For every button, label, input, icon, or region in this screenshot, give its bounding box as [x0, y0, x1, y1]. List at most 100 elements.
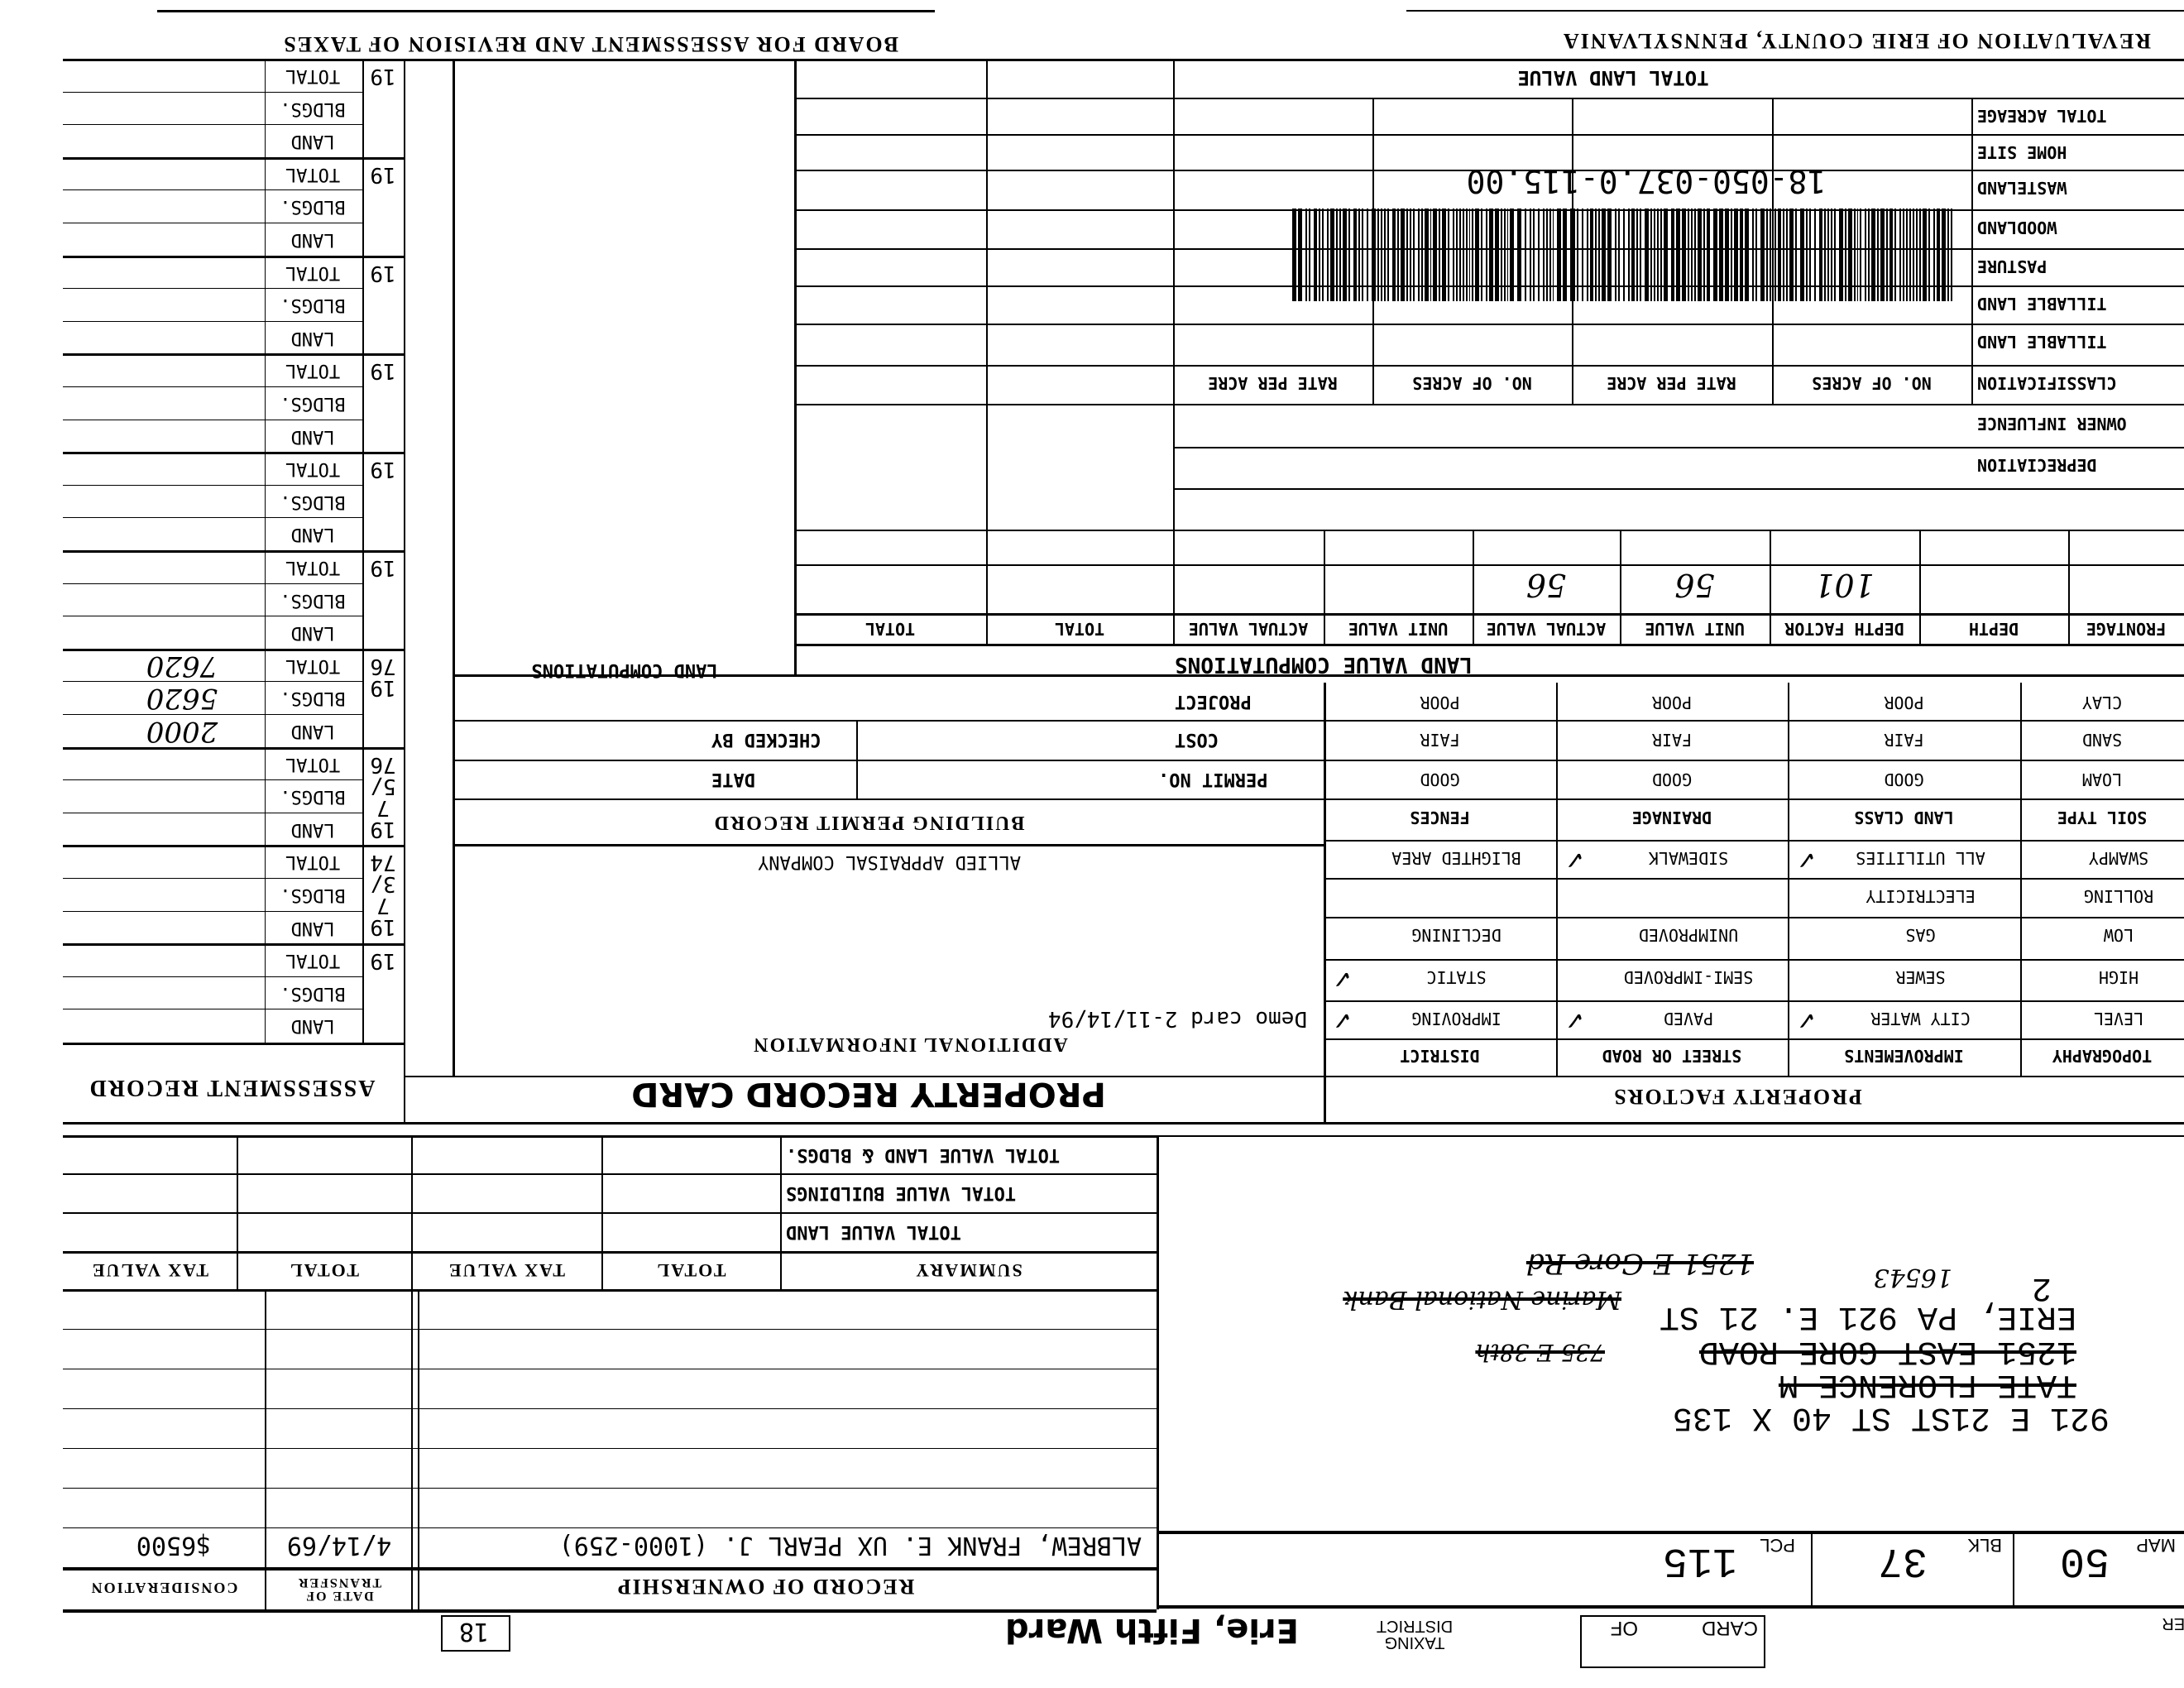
check-mark-icon: ✓	[1332, 1006, 1353, 1033]
barcode-bar	[1627, 209, 1630, 301]
summary-header: TAX VALUE	[90, 1260, 209, 1281]
rule	[1173, 488, 2184, 490]
rule	[794, 530, 796, 644]
rule	[1770, 530, 1771, 644]
assessment-total-label: TOTAL	[285, 262, 341, 283]
rule	[63, 681, 362, 682]
check-mark-icon: ✓	[1796, 846, 1818, 873]
land-class-row-label: TILLABLE LAND	[1977, 294, 2107, 314]
barcode-bar	[1420, 209, 1423, 301]
property-factor-option: CITY WATER	[1870, 1010, 1971, 1027]
barcode-bar	[1752, 209, 1755, 301]
assessment-bldgs-label: BLDGS.	[280, 196, 346, 217]
rule	[794, 170, 2184, 171]
land-class-row-label: TILLABLE LAND	[1977, 332, 2107, 352]
assessment-year: 19	[370, 261, 396, 285]
barcode-bar	[1339, 209, 1341, 301]
land-value-entry: 56	[1674, 567, 1715, 603]
rule	[1406, 10, 2184, 12]
rule	[63, 1408, 1157, 1409]
property-factor-option: ELECTRICITY	[1866, 888, 1976, 904]
additional-note: Demo card 2-11/14/94	[1047, 1006, 1307, 1031]
rule	[794, 134, 2184, 136]
barcode-bar	[1697, 209, 1702, 301]
rule	[63, 452, 404, 454]
barcode-bar	[1442, 209, 1447, 301]
rule	[63, 517, 362, 518]
barcode-bar	[1706, 209, 1711, 301]
barcode-bar	[1589, 209, 1594, 301]
barcode-bar	[1387, 209, 1389, 301]
barcode-bar	[1586, 209, 1588, 301]
barcode-bar	[1690, 209, 1693, 301]
barcode-bar	[1335, 209, 1338, 301]
barcode-bar	[1827, 209, 1830, 301]
assessment-total-label: TOTAL	[285, 164, 341, 185]
property-factor-option: GOOD	[1420, 771, 1460, 788]
assessment-bldgs-label: BLDGS.	[280, 885, 346, 905]
transfer-date: 4/14/69	[286, 1531, 392, 1560]
barcode-bar	[1576, 209, 1578, 301]
rule	[794, 285, 2184, 287]
barcode-bar	[1292, 209, 1296, 301]
consideration-header: CONSIDERATION	[89, 1580, 238, 1596]
barcode-bar	[1795, 209, 1797, 301]
property-factor-header: DRAINAGE	[1631, 808, 1712, 827]
rule	[1620, 530, 1621, 644]
barcode-bar	[1928, 209, 1930, 301]
card-label: CARD	[1701, 1617, 1758, 1639]
barcode-bar	[1777, 209, 1782, 301]
barcode-bar	[1537, 209, 1540, 301]
blk-label: BLK	[1967, 1535, 2002, 1556]
rule	[63, 1329, 1157, 1330]
barcode-bar	[1581, 209, 1583, 301]
rule	[1157, 1531, 2184, 1534]
assessment-bldgs-label: BLDGS.	[280, 98, 346, 119]
rule	[794, 98, 2184, 99]
handwritten-bank: Marine National Bank	[1343, 1285, 1621, 1314]
card-box	[1580, 1615, 1765, 1668]
barcode-bar	[1406, 209, 1409, 301]
barcode-bar	[1319, 209, 1321, 301]
barcode-bar	[1563, 209, 1568, 301]
rule	[63, 747, 404, 750]
barcode-bar	[1542, 209, 1545, 301]
barcode-bar	[1525, 209, 1526, 301]
assessment-bldgs-label: BLDGS.	[280, 295, 346, 315]
rule	[1173, 59, 1175, 644]
barcode-bar	[1755, 209, 1758, 301]
barcode-bar	[1824, 209, 1827, 301]
barcode-bar	[1297, 209, 1302, 301]
barcode-bar	[1362, 209, 1364, 301]
rule	[411, 1289, 413, 1609]
rule	[63, 353, 404, 356]
owner-name: ALBREW, FRANK E. UX PEARL J. (1000-259)	[558, 1531, 1142, 1560]
rule	[2068, 530, 2070, 644]
property-factor-option: POOR	[1420, 694, 1460, 711]
rule	[63, 124, 362, 125]
land-value-entry: 101	[1814, 567, 1875, 603]
assessment-land-value: 2000	[146, 715, 218, 748]
rule	[63, 1568, 1157, 1571]
rule	[63, 59, 2184, 61]
barcode-bar	[1889, 209, 1894, 301]
board-title: BOARD FOR ASSESSMENT AND REVISION OF TAX…	[282, 32, 898, 56]
barcode-bar	[1462, 209, 1464, 301]
barcode-bar	[1856, 209, 1859, 301]
property-factor-option: PAVED	[1663, 1010, 1714, 1027]
barcode-bar	[1342, 209, 1347, 301]
rule	[63, 1448, 1157, 1449]
assessment-bldgs-label: BLDGS.	[280, 983, 346, 1004]
property-factor-header: TOPOGRAPHY	[2052, 1046, 2153, 1066]
land-value-header: FRONTAGE	[2086, 621, 2167, 637]
total-land-value-label: TOTAL LAND VALUE	[1517, 66, 1709, 89]
property-factor-option: CLAY	[2081, 694, 2123, 711]
barcode-bar	[1617, 209, 1620, 301]
barcode-bar	[1475, 209, 1480, 301]
assessment-bldgs-label: BLDGS.	[280, 393, 346, 414]
rule	[418, 1289, 419, 1609]
barcode-bar	[1899, 209, 1902, 301]
assessment-total-label: TOTAL	[285, 950, 341, 971]
barcode-bar	[1433, 209, 1438, 301]
barcode-bar	[1906, 209, 1909, 301]
